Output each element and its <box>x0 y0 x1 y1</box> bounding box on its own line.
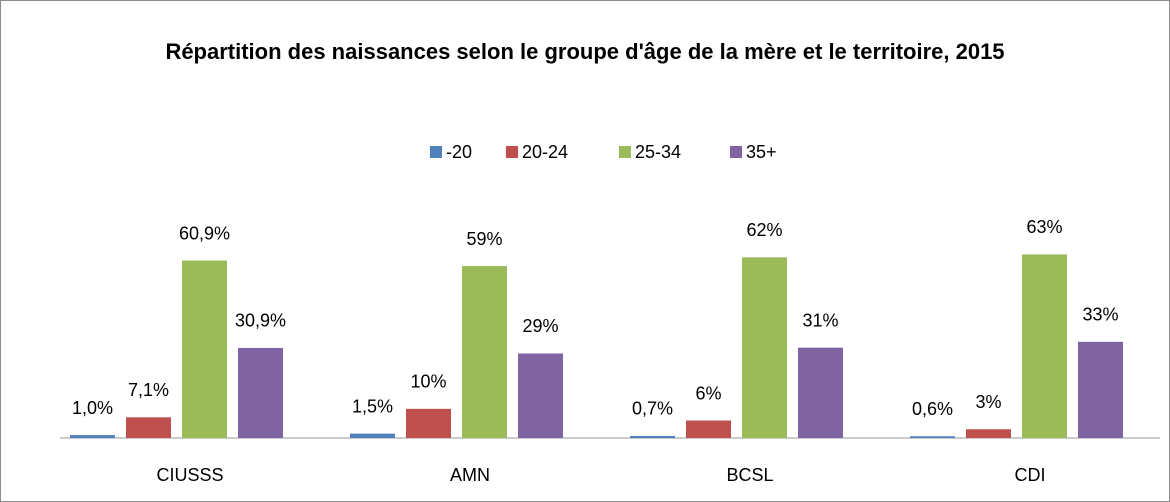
data-label: 0,7% <box>632 399 673 419</box>
data-label: 29% <box>522 316 558 336</box>
legend-label: 25-34 <box>635 142 681 162</box>
x-tick-label: BCSL <box>726 465 773 485</box>
bar <box>910 436 955 438</box>
data-label: 33% <box>1082 305 1118 325</box>
data-label: 3% <box>975 392 1001 412</box>
data-label: 31% <box>802 310 838 330</box>
bar <box>462 266 507 438</box>
x-tick-label: AMN <box>450 465 490 485</box>
chart-title: Répartition des naissances selon le grou… <box>165 39 1005 64</box>
bar <box>406 408 451 438</box>
data-label: 62% <box>746 220 782 240</box>
bar <box>686 420 731 438</box>
legend-swatch <box>619 146 631 158</box>
legend-swatch <box>506 146 518 158</box>
bar <box>1078 341 1123 438</box>
bar <box>238 347 283 438</box>
data-label: 1,5% <box>352 396 393 416</box>
bar <box>966 429 1011 438</box>
data-label: 60,9% <box>179 223 230 243</box>
bar <box>742 257 787 438</box>
legend-swatch <box>730 146 742 158</box>
data-label: 63% <box>1026 217 1062 237</box>
bar <box>518 353 563 438</box>
data-label: 0,6% <box>912 399 953 419</box>
x-tick-label: CIUSSS <box>156 465 223 485</box>
bar <box>1022 254 1067 438</box>
bar <box>350 433 395 438</box>
bar <box>630 435 675 438</box>
bar <box>798 347 843 438</box>
data-label: 1,0% <box>72 398 113 418</box>
data-label: 59% <box>466 229 502 249</box>
data-label: 7,1% <box>128 380 169 400</box>
data-label: 6% <box>695 383 721 403</box>
bar <box>126 417 171 438</box>
legend-label: 35+ <box>746 142 777 162</box>
legend-swatch <box>430 146 442 158</box>
data-label: 10% <box>410 372 446 392</box>
bar <box>70 435 115 438</box>
legend-label: -20 <box>446 142 472 162</box>
legend-label: 20-24 <box>522 142 568 162</box>
data-label: 30,9% <box>235 311 286 331</box>
bar <box>182 260 227 438</box>
x-tick-label: CDI <box>1015 465 1046 485</box>
